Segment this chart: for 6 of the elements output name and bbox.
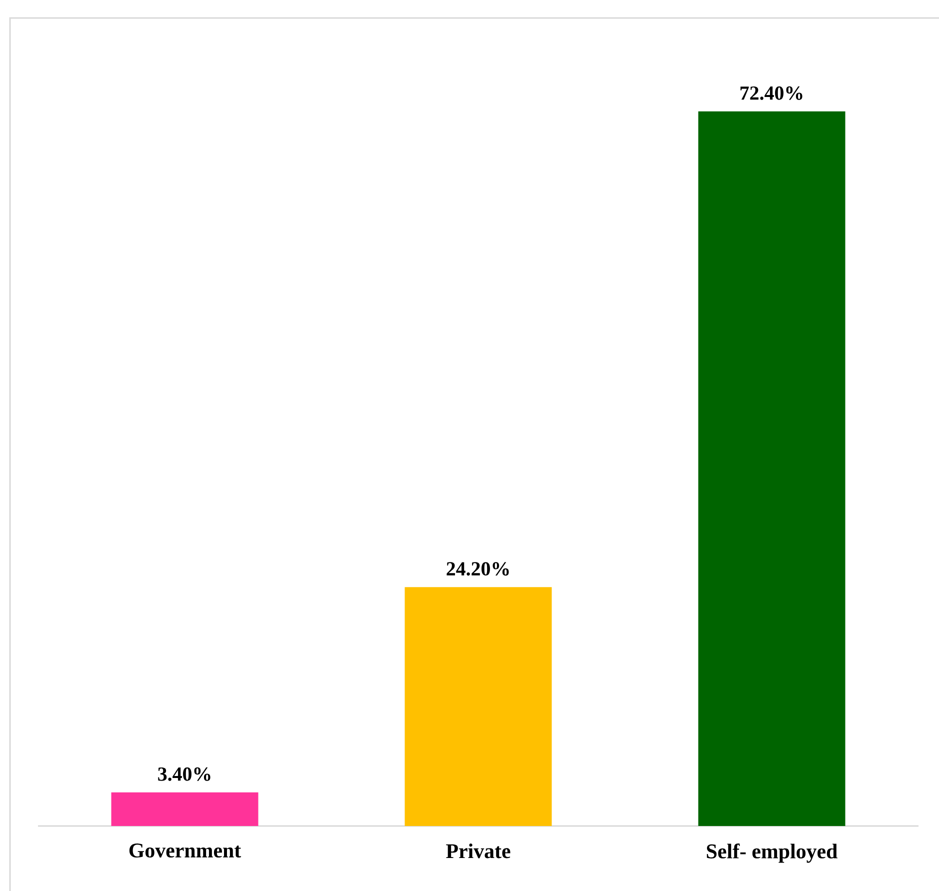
data-label: 24.20% — [446, 562, 509, 576]
data-label: 72.40% — [740, 86, 802, 100]
data-label: 3.40% — [158, 767, 210, 781]
x-tick-label: Government — [129, 843, 242, 858]
x-tick-label: Private — [446, 844, 510, 858]
x-tick-label: Self- employed — [706, 844, 838, 863]
